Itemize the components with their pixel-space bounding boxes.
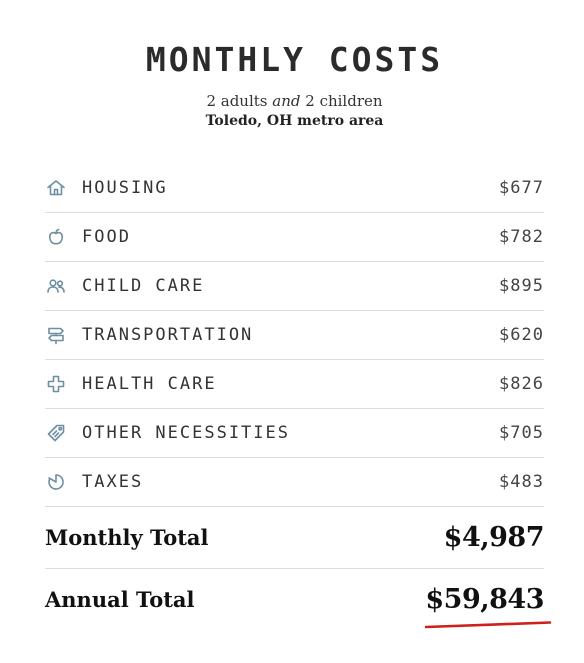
annual-total-row: Annual Total $59,843 <box>45 569 552 630</box>
pie-slice-icon <box>45 471 67 493</box>
cost-row-child-care: CHILD CARE $895 <box>45 262 544 311</box>
cost-label: OTHER NECESSITIES <box>82 423 290 443</box>
apple-icon <box>45 226 67 248</box>
cost-amount: $895 <box>499 276 544 296</box>
cost-amount: $826 <box>499 374 544 394</box>
cost-label: HEALTH CARE <box>82 374 217 394</box>
cost-row-housing: HOUSING $677 <box>45 164 544 213</box>
cost-label: HOUSING <box>82 178 168 198</box>
page-title: MONTHLY COSTS <box>145 40 444 79</box>
cost-label: CHILD CARE <box>82 276 205 296</box>
cost-row-health-care: HEALTH CARE $826 <box>45 360 544 409</box>
tag-icon <box>45 422 67 444</box>
cost-row-food: FOOD $782 <box>45 213 544 262</box>
annual-total-value: $59,843 <box>425 584 544 615</box>
household-children: 2 children <box>305 92 383 110</box>
people-icon <box>45 275 67 297</box>
cost-amount: $620 <box>499 325 544 345</box>
location-label: Toledo, OH metro area <box>205 113 384 129</box>
cost-row-transportation: TRANSPORTATION $620 <box>45 311 544 360</box>
cost-amount: $705 <box>499 423 544 443</box>
household-conjunction: and <box>272 92 301 110</box>
monthly-total-label: Monthly Total <box>45 525 209 550</box>
signpost-icon <box>45 324 67 346</box>
monthly-total-row: Monthly Total $4,987 <box>45 507 545 569</box>
cost-row-other-necessities: OTHER NECESSITIES $705 <box>45 409 544 458</box>
annual-total-underline <box>425 621 552 629</box>
annual-total-wrapper: $59,843 <box>425 584 552 629</box>
cost-label: TRANSPORTATION <box>82 325 254 345</box>
cost-list: HOUSING $677 FOOD $782 CHILD CARE $895 T… <box>45 164 544 507</box>
house-icon <box>45 177 67 199</box>
household-adults: 2 adults <box>206 92 268 110</box>
cost-label: FOOD <box>82 227 131 247</box>
cost-amount: $483 <box>499 472 544 492</box>
cost-row-taxes: TAXES $483 <box>45 458 544 507</box>
medical-cross-icon <box>45 373 67 395</box>
cost-amount: $677 <box>499 178 544 198</box>
annual-total-label: Annual Total <box>45 587 195 612</box>
monthly-costs-card: MONTHLY COSTS 2 adults and 2 children To… <box>45 0 552 630</box>
cost-label: TAXES <box>82 472 144 492</box>
monthly-total-value: $4,987 <box>443 522 545 553</box>
household-description: 2 adults and 2 children <box>45 92 544 110</box>
cost-amount: $782 <box>499 227 544 247</box>
